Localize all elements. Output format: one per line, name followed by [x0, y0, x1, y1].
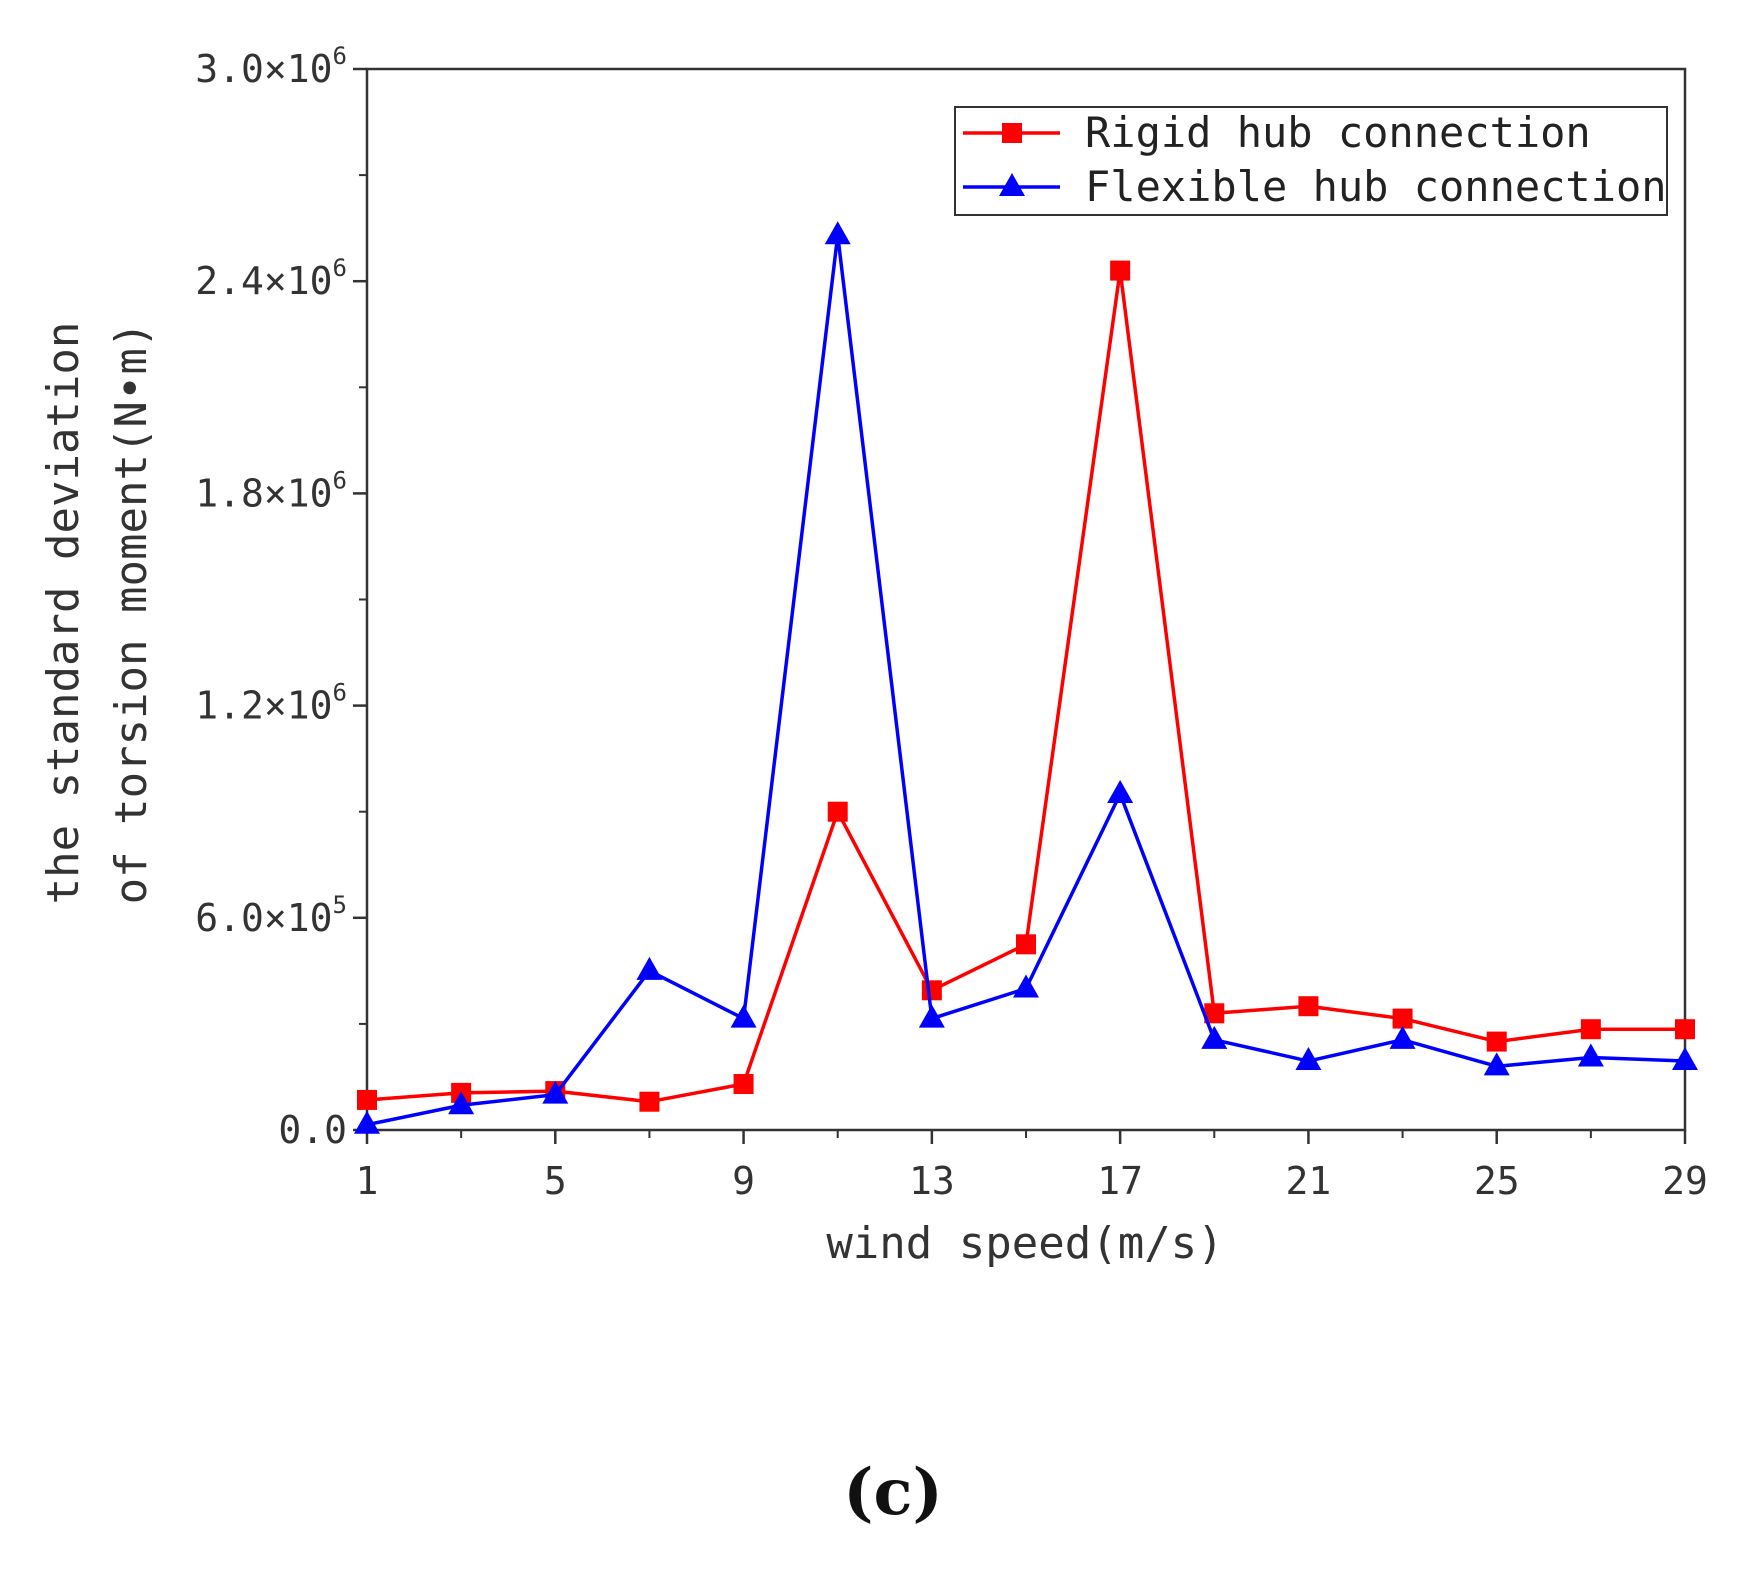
y-tick-label: 0.0 [278, 1108, 347, 1152]
series-flexible [354, 221, 1698, 1134]
data-point-square [1486, 1031, 1507, 1052]
data-point-square [1392, 1008, 1413, 1029]
plot-frame [365, 67, 1687, 1132]
data-point-square [733, 1074, 754, 1095]
y-axis-title: the standard deviation of torsion moment… [38, 322, 157, 905]
data-point-triangle [1577, 1043, 1604, 1067]
data-point-triangle [730, 1004, 757, 1028]
x-tick-label: 5 [544, 1159, 567, 1203]
y-tick-exponent: 5 [333, 891, 347, 919]
y-tick-mantissa: 3.0×10 [195, 47, 332, 91]
data-point-square [1298, 996, 1319, 1017]
plot-area [365, 67, 1687, 1132]
data-point-triangle [1672, 1047, 1698, 1071]
legend-box [954, 106, 1668, 216]
legend-marker-triangle [999, 173, 1025, 196]
data-point-triangle [1201, 1025, 1228, 1049]
panel-label: (c) [843, 1455, 943, 1530]
y-axis-title-line-1: the standard deviation [38, 322, 89, 905]
data-point-triangle [354, 1110, 380, 1134]
y-tick-label: 6.0×105 [195, 891, 347, 940]
y-tick-exponent: 6 [333, 466, 347, 494]
y-tick-exponent: 6 [333, 42, 347, 70]
data-point-triangle [1483, 1052, 1510, 1076]
data-point-square [827, 801, 848, 822]
data-series [354, 221, 1698, 1134]
data-point-square [1580, 1019, 1601, 1040]
y-tick-label: 2.4×106 [195, 254, 347, 303]
x-tick-label: 29 [1662, 1159, 1708, 1203]
data-point-triangle [1013, 974, 1039, 998]
y-tick-mantissa: 6.0×10 [195, 896, 332, 940]
data-point-square [1675, 1019, 1695, 1040]
data-point-triangle [918, 1004, 945, 1028]
y-tick-exponent: 6 [333, 254, 347, 282]
axes: 1 5 9 13 17 21 25 290.06.0×1051.2×1061.8×1062.4… [195, 42, 1708, 1203]
data-point-triangle [636, 956, 663, 980]
legend-label: Flexible hub connection [1085, 162, 1667, 211]
data-point-square [1016, 934, 1036, 955]
x-tick-label: 1 [356, 1159, 379, 1203]
data-point-square [1204, 1003, 1225, 1024]
x-tick-label: 13 [909, 1159, 955, 1203]
legend: Rigid hub connection Flexible hub connect… [954, 106, 1668, 216]
legend-marker-square [1002, 123, 1022, 143]
y-tick-label: 1.8×106 [195, 466, 347, 515]
data-point-triangle [448, 1091, 475, 1115]
y-axis-title-line-2: of torsion moment(N•m) [106, 322, 157, 905]
data-point-triangle [824, 221, 851, 245]
data-point-square [1110, 260, 1131, 281]
data-point-triangle [542, 1080, 569, 1104]
x-tick-label: 25 [1474, 1159, 1520, 1203]
x-tick-label: 21 [1286, 1159, 1332, 1203]
data-point-triangle [1107, 780, 1134, 804]
legend-label: Rigid hub connection [1085, 108, 1591, 157]
y-tick-exponent: 6 [333, 679, 347, 707]
data-point-square [639, 1091, 660, 1112]
data-point-square [357, 1089, 377, 1110]
y-tick-mantissa: 1.8×10 [195, 471, 332, 515]
x-tick-label: 9 [732, 1159, 755, 1203]
x-tick-label: 17 [1097, 1159, 1143, 1203]
data-point-square [921, 980, 942, 1001]
data-point-triangle [1295, 1047, 1322, 1071]
data-point-triangle [1389, 1025, 1416, 1049]
y-tick-mantissa: 1.2×10 [195, 684, 332, 728]
y-tick-mantissa: 0.0 [278, 1108, 347, 1152]
y-tick-mantissa: 2.4×10 [195, 259, 332, 303]
y-tick-label: 3.0×106 [195, 42, 347, 91]
y-tick-label: 1.2×106 [195, 679, 347, 728]
x-axis-title: wind speed(m/s) [826, 1218, 1223, 1269]
